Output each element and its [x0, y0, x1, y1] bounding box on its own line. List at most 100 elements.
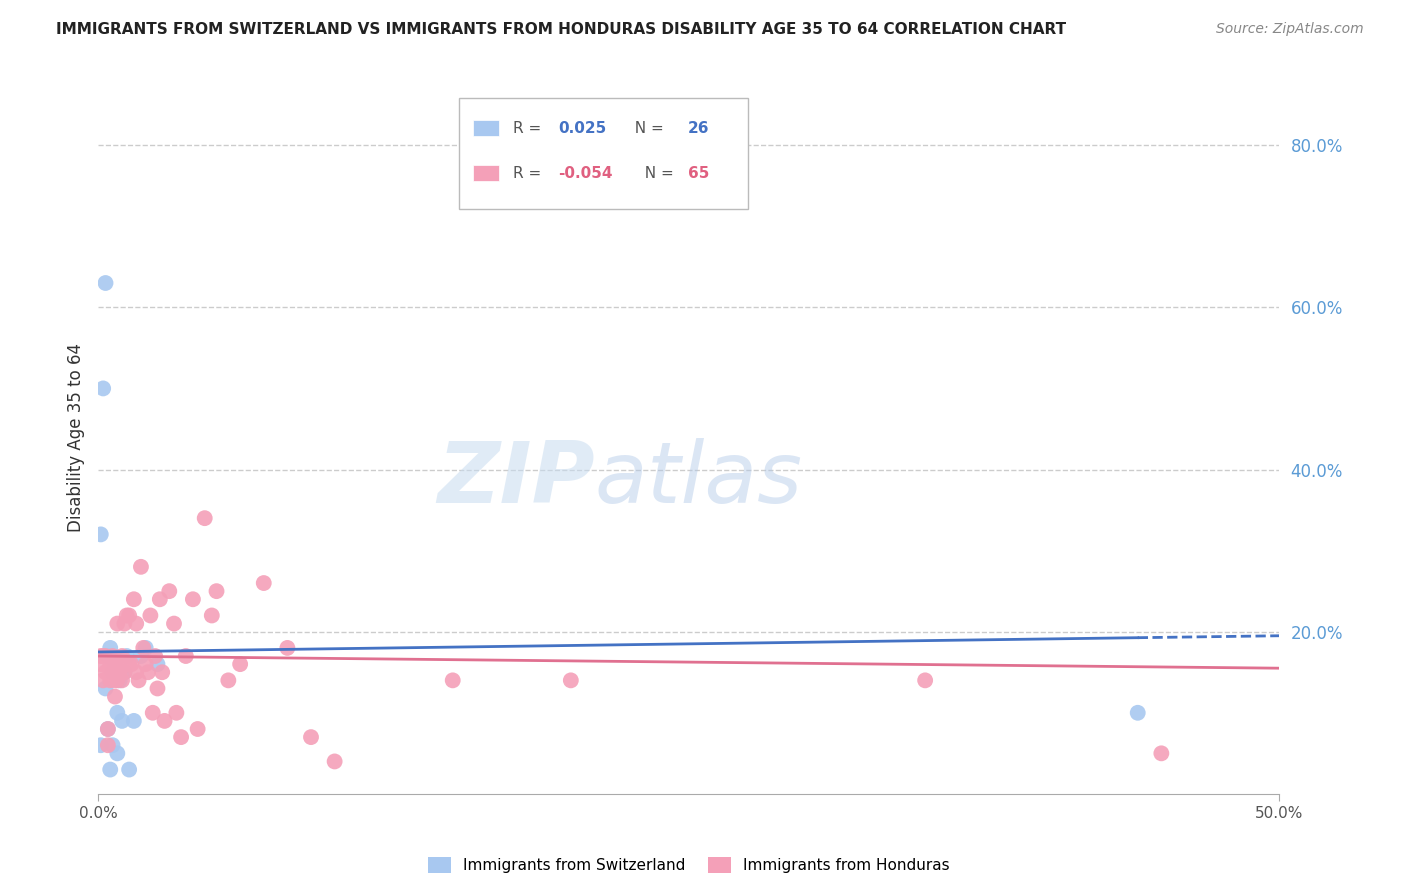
Point — [94, 276, 117, 290]
Point — [111, 673, 134, 688]
Point — [111, 657, 134, 672]
Point — [165, 706, 187, 720]
Point — [194, 511, 217, 525]
Point — [101, 665, 124, 680]
Point — [111, 714, 134, 728]
Point — [128, 673, 150, 688]
Legend: Immigrants from Switzerland, Immigrants from Honduras: Immigrants from Switzerland, Immigrants … — [422, 851, 956, 879]
Point — [112, 665, 135, 680]
Point — [97, 722, 120, 736]
Point — [142, 706, 165, 720]
Point — [157, 584, 180, 599]
Point — [125, 665, 148, 680]
Point — [187, 722, 209, 736]
Point — [205, 584, 228, 599]
Point — [90, 648, 112, 663]
Point — [101, 648, 124, 663]
Point — [115, 657, 138, 672]
Point — [441, 673, 464, 688]
Point — [111, 665, 134, 680]
Point — [105, 616, 128, 631]
Point — [118, 763, 141, 777]
Point — [105, 747, 128, 761]
Point — [101, 738, 124, 752]
Point — [91, 381, 114, 395]
Point — [150, 665, 173, 680]
Point — [153, 714, 176, 728]
FancyBboxPatch shape — [458, 98, 748, 209]
Point — [104, 657, 127, 672]
Point — [108, 665, 131, 680]
Point — [104, 690, 127, 704]
Text: 26: 26 — [688, 120, 709, 136]
Point — [122, 714, 145, 728]
Point — [299, 730, 322, 744]
Point — [253, 576, 276, 591]
Point — [97, 648, 120, 663]
Point — [94, 648, 117, 663]
Point — [129, 648, 152, 663]
Point — [97, 738, 120, 752]
Point — [91, 648, 114, 663]
Point — [132, 640, 155, 655]
Point — [170, 730, 193, 744]
Point — [98, 640, 121, 655]
Point — [135, 657, 157, 672]
Point — [217, 673, 239, 688]
Point — [146, 681, 169, 696]
Point — [1126, 706, 1149, 720]
Text: 65: 65 — [688, 166, 709, 180]
Point — [108, 673, 131, 688]
Point — [111, 648, 134, 663]
Point — [98, 665, 121, 680]
Point — [146, 657, 169, 672]
Point — [914, 673, 936, 688]
Text: N =: N = — [634, 166, 678, 180]
Point — [118, 608, 141, 623]
Point — [104, 665, 127, 680]
Point — [229, 657, 252, 672]
Point — [101, 657, 124, 672]
Point — [94, 665, 117, 680]
Y-axis label: Disability Age 35 to 64: Disability Age 35 to 64 — [66, 343, 84, 532]
Point — [135, 640, 157, 655]
Point — [98, 673, 121, 688]
Text: -0.054: -0.054 — [558, 166, 613, 180]
Point — [108, 657, 131, 672]
Point — [139, 608, 162, 623]
Point — [125, 616, 148, 631]
Text: R =: R = — [513, 166, 546, 180]
Point — [112, 616, 135, 631]
Point — [105, 706, 128, 720]
Point — [129, 559, 152, 574]
Point — [90, 527, 112, 541]
Point — [112, 665, 135, 680]
Point — [90, 657, 112, 672]
Point — [181, 592, 204, 607]
Point — [1150, 747, 1173, 761]
Point — [149, 592, 172, 607]
FancyBboxPatch shape — [472, 120, 499, 136]
Point — [97, 722, 120, 736]
Point — [115, 648, 138, 663]
Point — [104, 665, 127, 680]
Point — [91, 673, 114, 688]
Text: N =: N = — [626, 120, 669, 136]
Point — [163, 616, 186, 631]
Point — [118, 657, 141, 672]
Point — [94, 681, 117, 696]
Point — [104, 673, 127, 688]
Point — [98, 763, 121, 777]
Text: Source: ZipAtlas.com: Source: ZipAtlas.com — [1216, 22, 1364, 37]
Text: R =: R = — [513, 120, 551, 136]
Point — [323, 755, 346, 769]
Point — [136, 665, 159, 680]
Text: ZIP: ZIP — [437, 438, 595, 522]
FancyBboxPatch shape — [472, 165, 499, 181]
Point — [90, 738, 112, 752]
Point — [276, 640, 298, 655]
Text: IMMIGRANTS FROM SWITZERLAND VS IMMIGRANTS FROM HONDURAS DISABILITY AGE 35 TO 64 : IMMIGRANTS FROM SWITZERLAND VS IMMIGRANT… — [56, 22, 1066, 37]
Point — [174, 648, 197, 663]
Text: atlas: atlas — [595, 438, 803, 522]
Point — [122, 592, 145, 607]
